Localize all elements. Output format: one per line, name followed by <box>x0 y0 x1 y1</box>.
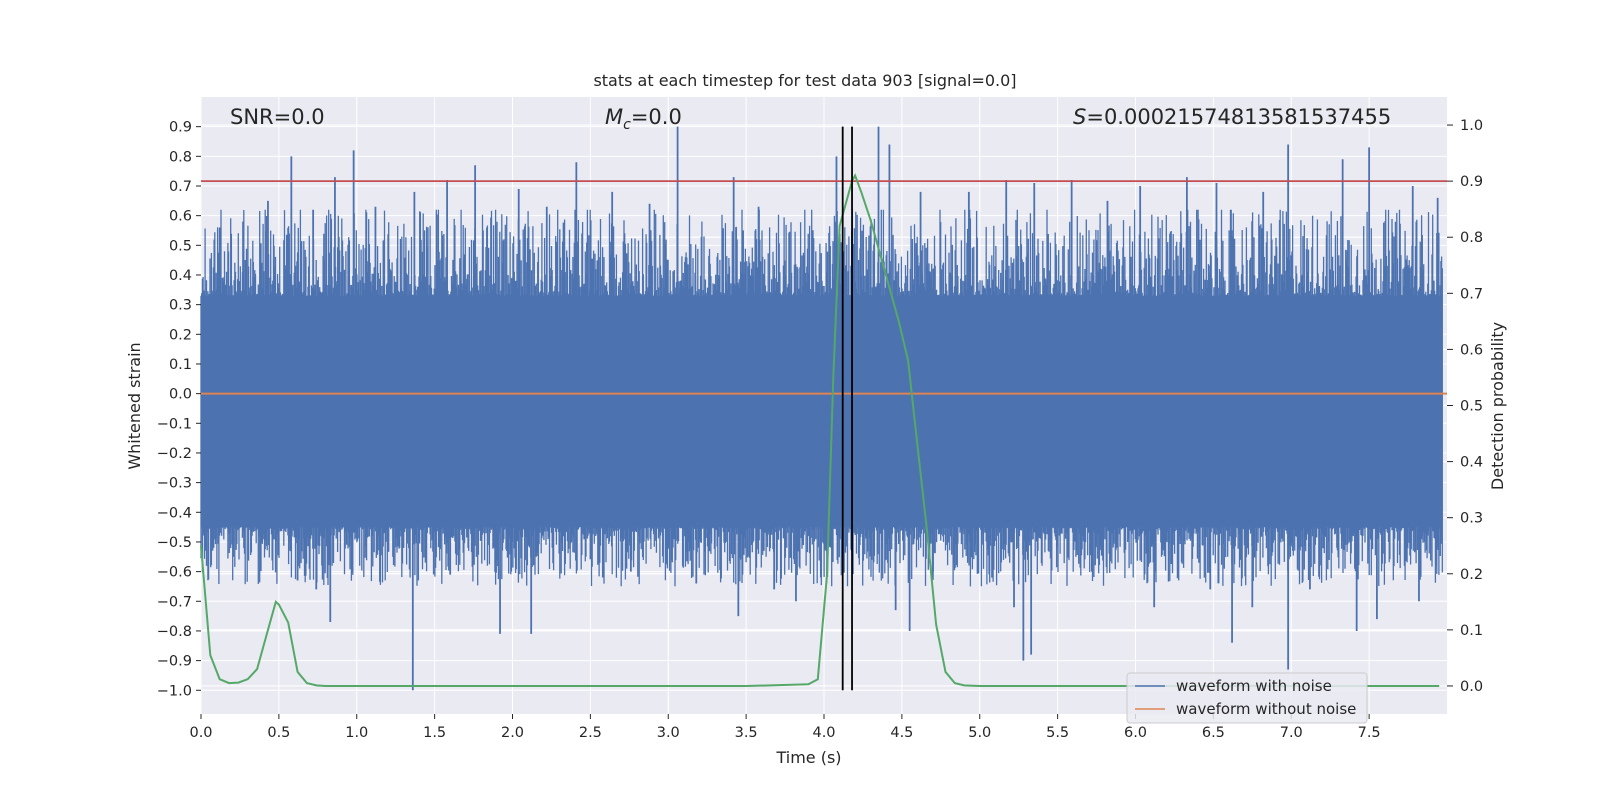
y-tick-label: −0.8 <box>157 624 192 640</box>
y-tick-label: −0.5 <box>157 535 192 551</box>
waveform-with-noise-series <box>200 126 1443 691</box>
legend-label-clean: waveform without noise <box>1176 700 1356 718</box>
waveform-noise-trace <box>200 209 1443 587</box>
y2-tick-label: 0.2 <box>1460 567 1483 583</box>
y-tick-label: 0.3 <box>169 298 192 314</box>
x-tick-label: 6.0 <box>1124 725 1147 741</box>
mc-value: =0.0 <box>631 105 682 129</box>
y-tick-label: 0.5 <box>169 238 192 254</box>
y-tick-label: −0.7 <box>157 594 192 610</box>
x-tick-label: 4.0 <box>812 725 835 741</box>
s-annotation: S=0.00021574813581537455 <box>1073 105 1391 129</box>
x-tick-label: 6.5 <box>1202 725 1225 741</box>
y2-tick-label: 0.0 <box>1460 679 1483 695</box>
y-tick-label: −0.1 <box>157 416 192 432</box>
s-symbol: S <box>1073 105 1086 129</box>
x-tick-label: 7.0 <box>1280 725 1303 741</box>
y-tick-label: 0.7 <box>169 179 192 195</box>
y-tick-label: 0.1 <box>169 357 192 373</box>
snr-value: =0.0 <box>274 105 325 129</box>
y-tick-label: −0.3 <box>157 476 192 492</box>
y-tick-label: −0.4 <box>157 505 192 521</box>
y2-tick-label: 0.4 <box>1460 455 1483 471</box>
x-tick-label: 7.5 <box>1358 725 1381 741</box>
y-tick-label: 0.0 <box>169 387 192 403</box>
x-tick-label: 0.5 <box>267 725 290 741</box>
y-tick-label: −0.6 <box>157 565 192 581</box>
y-tick-label: 0.9 <box>169 120 192 136</box>
mc-symbol: M <box>605 105 623 129</box>
y2-tick-label: 0.8 <box>1460 230 1483 246</box>
chirp-mass-annotation: Mc=0.0 <box>605 105 682 133</box>
x-tick-label: 3.0 <box>657 725 680 741</box>
y2-tick-label: 0.1 <box>1460 623 1483 639</box>
x-tick-label: 2.5 <box>579 725 602 741</box>
x-tick-label: 5.0 <box>968 725 991 741</box>
y2-tick-label: 0.6 <box>1460 342 1483 358</box>
y-axis-ticks: −1.0 −0.9 −0.8 −0.7 −0.6 −0.5 −0.4 −0.3 −0.2 −0.1… <box>157 120 201 699</box>
y2-axis-ticks: 0.0 0.1 0.2 0.3 0.4 0.5 0.6 0.7 0.8 0.9 1.0 <box>1447 118 1483 695</box>
x-axis-label: Time (s) <box>775 748 841 767</box>
y-tick-label: −0.9 <box>157 654 192 670</box>
x-tick-label: 3.5 <box>735 725 758 741</box>
y-tick-label: 0.2 <box>169 327 192 343</box>
x-tick-label: 1.5 <box>423 725 446 741</box>
chart-title: stats at each timestep for test data 903… <box>593 71 1016 90</box>
y2-tick-label: 0.9 <box>1460 174 1483 190</box>
legend: waveform with noise waveform without noi… <box>1126 672 1368 724</box>
y2-tick-label: 1.0 <box>1460 118 1483 134</box>
detection-probability-series <box>200 173 1440 687</box>
y-tick-label: 0.8 <box>169 149 192 165</box>
x-tick-label: 5.5 <box>1046 725 1069 741</box>
y2-tick-label: 0.5 <box>1460 399 1483 415</box>
mc-subscript: c <box>623 117 631 133</box>
y2-axis-label: Detection probability <box>1488 322 1507 490</box>
legend-label-noise: waveform with noise <box>1176 677 1332 695</box>
detection-probability-line <box>200 173 1440 687</box>
x-tick-label: 4.5 <box>890 725 913 741</box>
y-tick-label: −1.0 <box>157 683 192 699</box>
x-tick-label: 1.0 <box>345 725 368 741</box>
annotations: SNR=0.0 Mc=0.0 S=0.00021574813581537455 <box>230 105 1391 133</box>
snr-prefix: SNR <box>230 105 274 129</box>
y-tick-label: 0.6 <box>169 209 192 225</box>
legend-box <box>1126 672 1368 724</box>
y2-tick-label: 0.7 <box>1460 286 1483 302</box>
s-value: =0.00021574813581537455 <box>1086 105 1391 129</box>
y2-tick-label: 0.3 <box>1460 511 1483 527</box>
x-tick-label: 0.0 <box>189 725 212 741</box>
y-axis-label: Whitened strain <box>125 342 144 469</box>
detection-window-lines <box>841 126 853 691</box>
x-tick-label: 2.0 <box>501 725 524 741</box>
x-axis-ticks: 0.0 0.5 1.0 1.5 2.0 2.5 3.0 3.5 4.0 4.5 5.0 5.5 6.0 6… <box>189 714 1381 741</box>
snr-annotation: SNR=0.0 <box>230 105 325 129</box>
y-tick-label: −0.2 <box>157 446 192 462</box>
y-tick-label: 0.4 <box>169 268 192 284</box>
